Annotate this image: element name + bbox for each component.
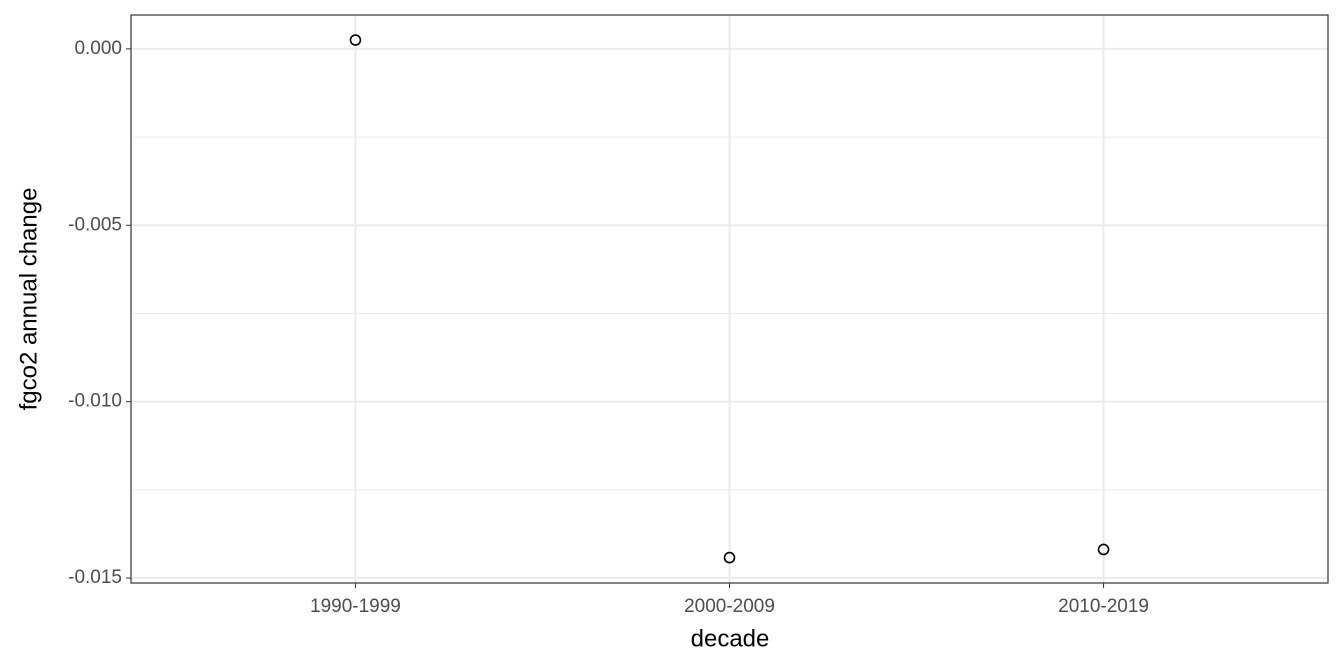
point — [723, 551, 736, 564]
y-tick-label: -0.010 — [68, 391, 122, 412]
point — [349, 34, 362, 46]
x-tick-label: 2010-2019 — [1058, 596, 1149, 617]
point — [1097, 543, 1110, 556]
y-tick-label: -0.005 — [68, 214, 122, 235]
y-axis-label: fgco2 annual change — [15, 188, 42, 411]
y-tick-label: -0.015 — [68, 567, 122, 588]
panel-border — [130, 14, 1329, 584]
x-tick-label: 1990-1999 — [310, 596, 401, 617]
x-tick-label: 2000-2009 — [684, 596, 775, 617]
y-tick-label: 0.000 — [74, 38, 122, 59]
x-axis-label: decade — [691, 625, 770, 652]
